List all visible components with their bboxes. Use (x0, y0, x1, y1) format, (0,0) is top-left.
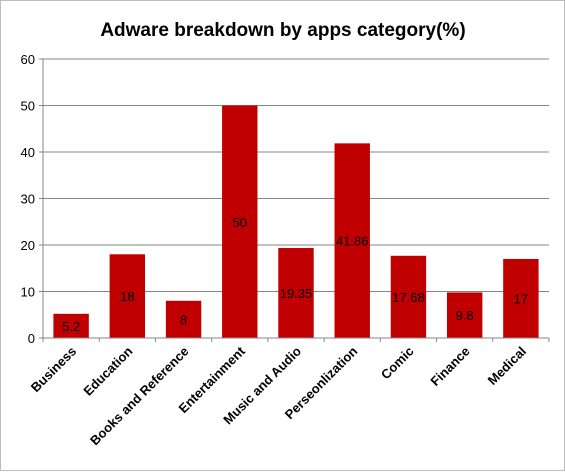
bar (390, 255, 427, 338)
bar (503, 258, 539, 338)
data-label: 50 (233, 215, 247, 230)
bar (53, 313, 89, 338)
y-tick-label: 20 (21, 238, 35, 253)
data-label: 17 (514, 291, 528, 306)
data-label: 19.35 (280, 286, 313, 301)
data-label: 18 (120, 289, 134, 304)
y-tick-label: 0 (28, 331, 35, 346)
bar (334, 143, 370, 338)
y-axis: 0 10 20 30 40 50 60 (21, 52, 44, 346)
gridlines (43, 58, 549, 292)
bars: 5.2 18 8 50 19.35 41.86 17.68 9.8 17 (53, 105, 539, 338)
bar (165, 300, 202, 338)
chart-title: Adware breakdown by apps category(%) (100, 20, 465, 41)
y-tick-label: 10 (21, 285, 35, 300)
y-tick-label: 60 (21, 52, 35, 67)
y-tick-label: 50 (21, 99, 35, 114)
bar (109, 254, 146, 338)
y-tick-label: 30 (21, 192, 35, 207)
bar (446, 292, 483, 338)
data-label: 9.8 (456, 308, 474, 323)
x-tick-label: Finance (427, 344, 472, 389)
data-label: 5.2 (62, 319, 80, 334)
data-label: 8 (180, 312, 187, 327)
y-tick-label: 40 (21, 145, 35, 160)
bar (222, 105, 258, 338)
bar (278, 248, 314, 338)
data-label: 17.68 (392, 290, 425, 305)
x-tick-label: Education (80, 343, 135, 398)
x-tick-label: Business (28, 344, 79, 395)
x-tick-label: Comic (378, 344, 417, 383)
x-tick-label: Medical (485, 344, 529, 388)
x-tick-label: Books and Reference (87, 344, 192, 449)
data-label: 41.86 (336, 234, 369, 249)
